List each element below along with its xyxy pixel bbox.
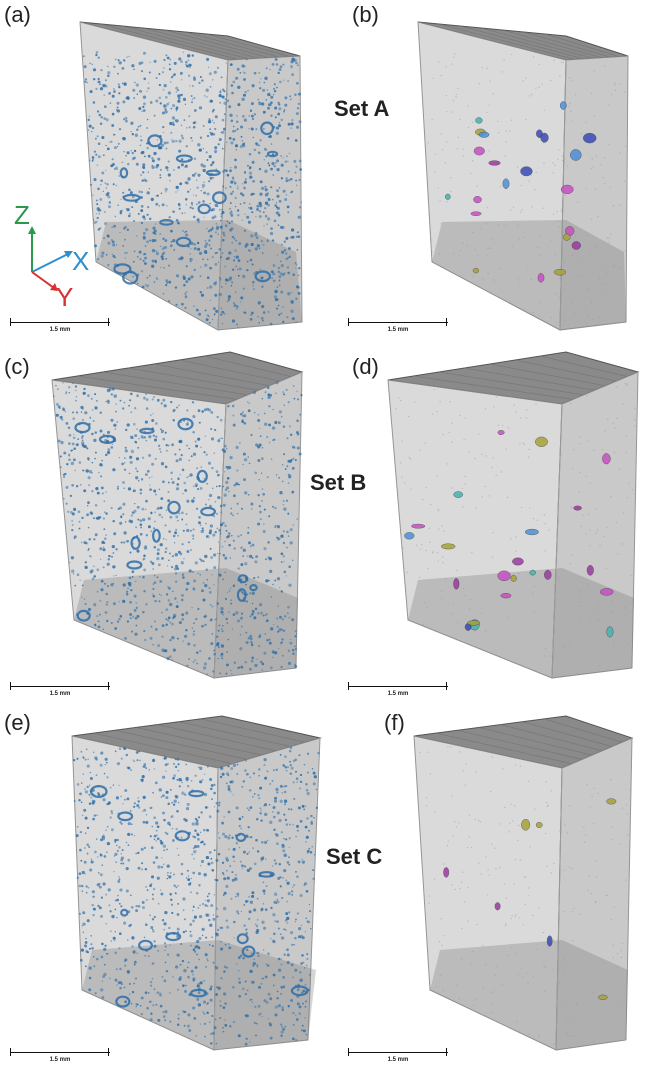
block-e <box>71 715 322 1051</box>
scale-bar-a: 1.5 mm <box>10 318 110 340</box>
axis-z-head <box>28 226 36 234</box>
set-b-label: Set B <box>310 470 367 495</box>
scale-bar-label: 1.5 mm <box>387 327 409 333</box>
axis-z-label: Z <box>14 200 30 230</box>
scale-bar-label: 1.5 mm <box>49 327 71 333</box>
block-f <box>413 715 634 1051</box>
scale-bar-label: 1.5 mm <box>49 691 71 697</box>
set-a-label: Set A <box>334 96 390 121</box>
axis-x-head <box>64 251 73 258</box>
panel-label-c: (c) <box>4 354 30 379</box>
axis-y-head <box>50 283 58 291</box>
axis-y-arrow <box>31 271 55 289</box>
panel-label-e: (e) <box>4 710 31 735</box>
scale-bar-label: 1.5 mm <box>49 1057 71 1063</box>
axis-y-label: Y <box>56 282 74 312</box>
scale-bar-label: 1.5 mm <box>387 1057 409 1063</box>
set-c-label: Set C <box>326 844 383 869</box>
panel-label-d: (d) <box>352 354 379 379</box>
scale-bar-f: 1.5 mm <box>348 1048 448 1070</box>
axis-x-arrow <box>31 253 69 273</box>
block-c <box>51 351 304 679</box>
block-b <box>417 21 629 331</box>
panel-label-b: (b) <box>352 2 379 27</box>
panel-label-f: (f) <box>384 710 405 735</box>
scale-bar-c: 1.5 mm <box>10 682 110 704</box>
axis-x-label: X <box>72 246 90 276</box>
scale-bar-e: 1.5 mm <box>10 1048 110 1070</box>
scale-bar-label: 1.5 mm <box>387 691 409 697</box>
panel-label-a: (a) <box>4 2 31 27</box>
axis-triad <box>28 226 73 291</box>
block-a <box>79 21 303 331</box>
scale-bar-b: 1.5 mm <box>348 318 448 340</box>
scale-bar-d: 1.5 mm <box>348 682 448 704</box>
block-d <box>387 351 640 679</box>
